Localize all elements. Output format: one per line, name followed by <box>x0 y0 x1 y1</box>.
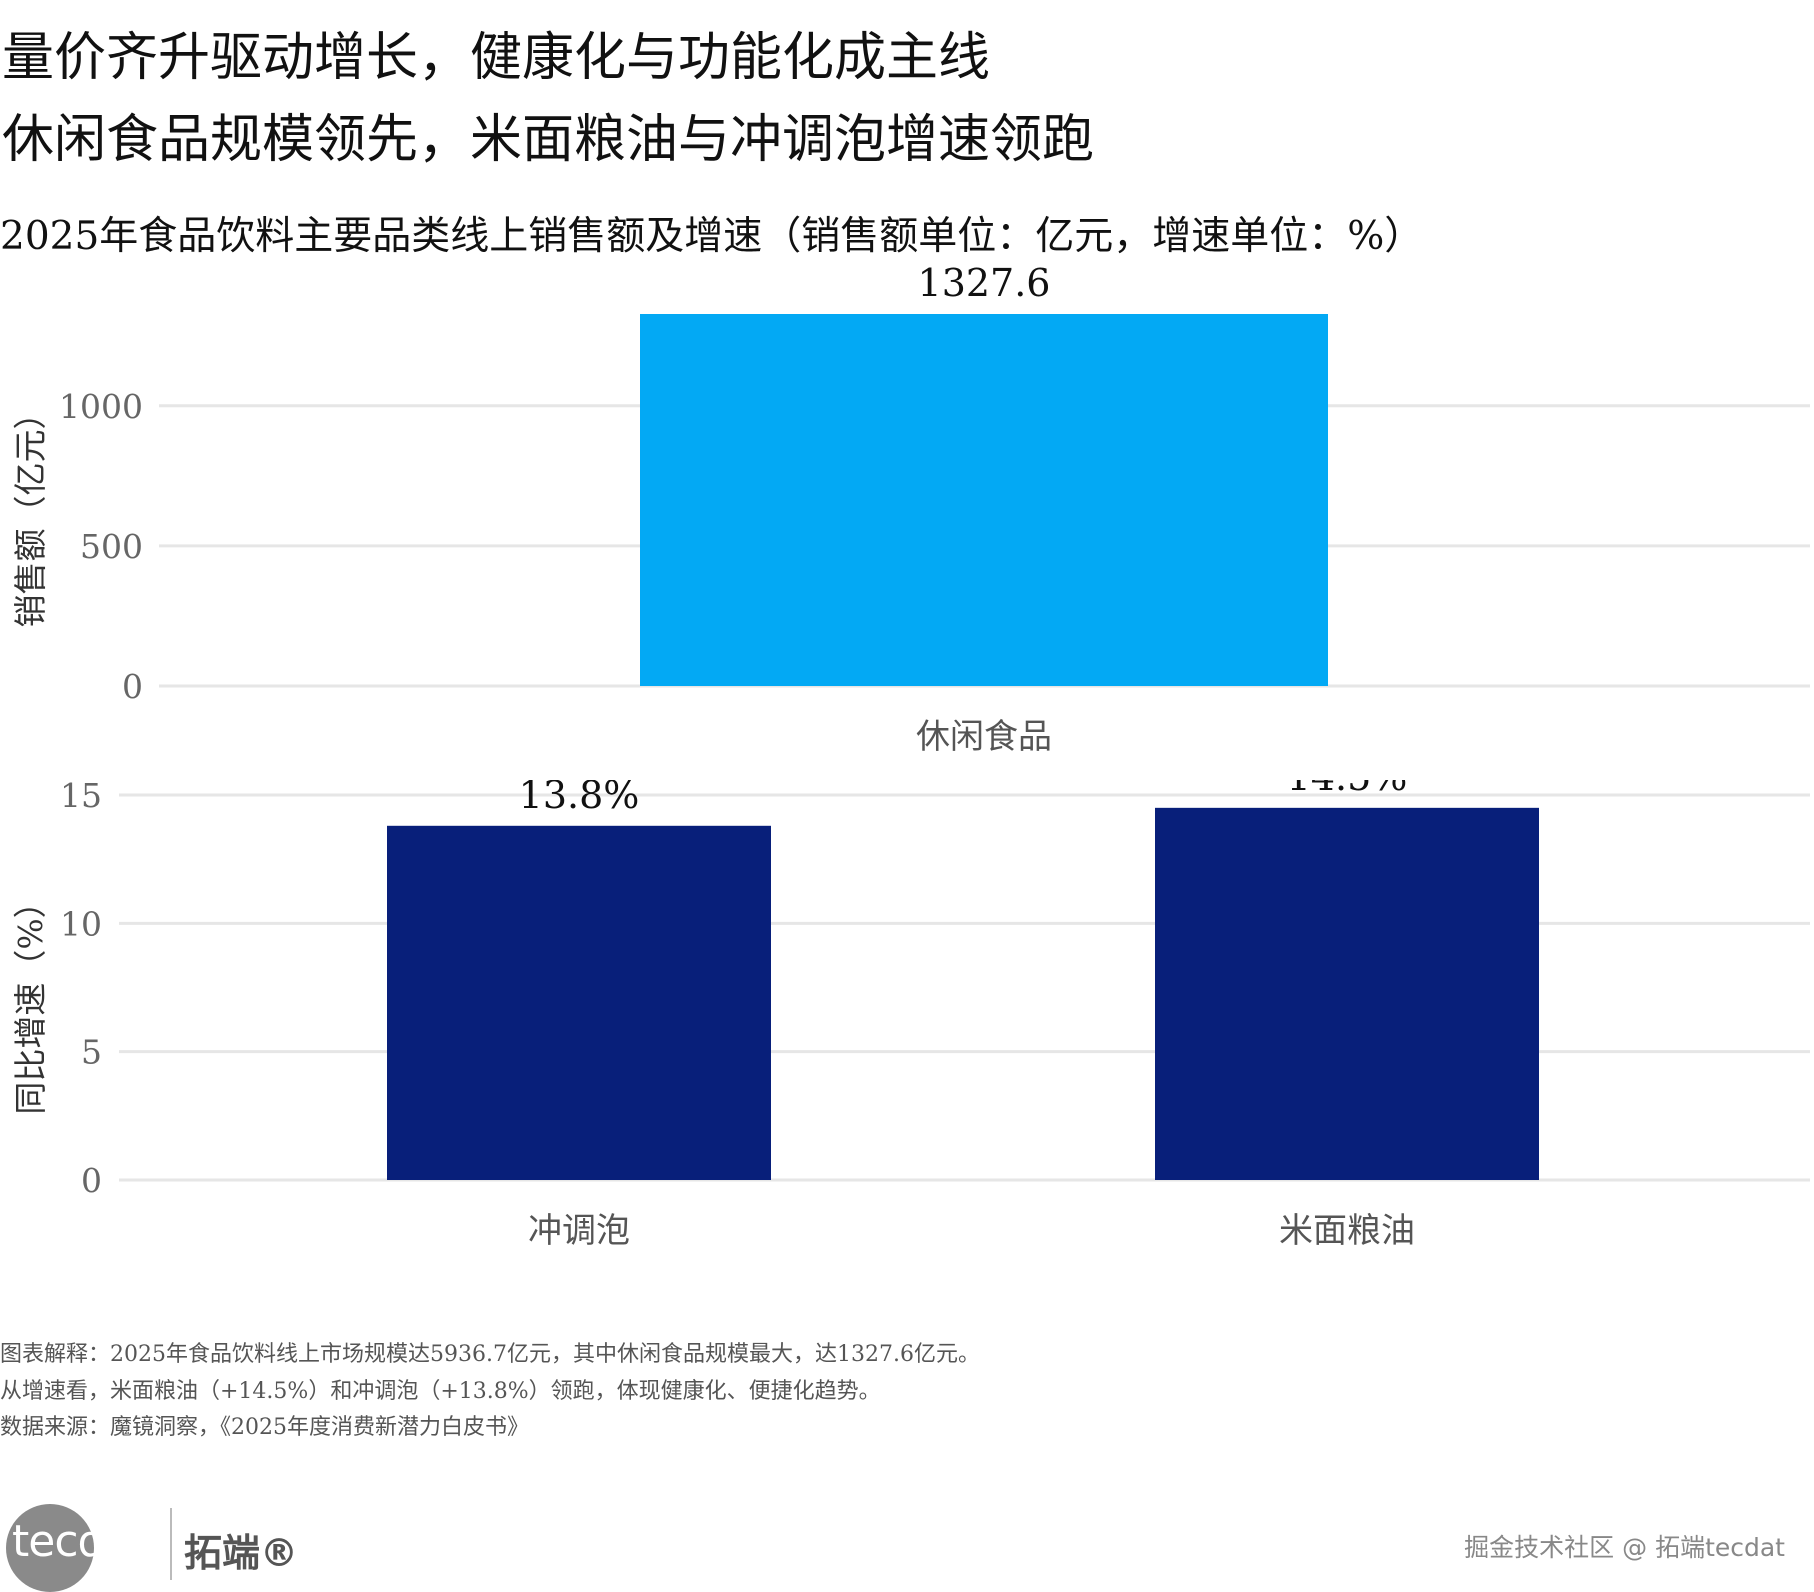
bar-冲调泡 <box>387 825 771 1180</box>
logo-cn: 拓端® <box>184 1531 299 1575</box>
tecdat-logo: tecdat 拓端® <box>6 1500 306 1592</box>
x-tick-label: 休闲食品 <box>916 717 1052 757</box>
y-tick-label: 1000 <box>59 387 143 426</box>
y-tick-label: 5 <box>81 1033 102 1072</box>
title-line-1: 量价齐升驱动增长，健康化与功能化成主线 <box>2 28 991 88</box>
bar-休闲食品 <box>640 314 1328 686</box>
growth-chart: 0 5 10 15 13.8% 冲调泡 14.5% 米面粮油 同比增速（%） <box>11 780 1810 1251</box>
y-tick-label: 0 <box>122 667 143 706</box>
y-axis-title: 同比增速（%） <box>11 885 50 1114</box>
note-growth: 从增速看，米面粮油（+14.5%）和冲调泡（+13.8%）领跑，体现健康化、便捷… <box>0 1379 881 1404</box>
y-tick-label: 500 <box>80 527 143 566</box>
value-label: 13.8% <box>519 780 640 817</box>
watermark: 掘金技术社区 @ 拓端tecdat <box>1464 1533 1785 1562</box>
y-tick-label: 10 <box>60 904 102 943</box>
value-label: 1327.6 <box>918 261 1051 305</box>
sales-chart: 0 500 1000 1327.6 休闲食品 销售额（亿元） <box>11 261 1810 757</box>
y-tick-label: 15 <box>60 780 102 815</box>
title-line-2: 休闲食品规模领先，米面粮油与冲调泡增速领跑 <box>2 110 1095 170</box>
x-tick-label: 冲调泡 <box>528 1211 630 1251</box>
logo-text: tecdat <box>12 1516 148 1567</box>
y-tick-label: 0 <box>81 1161 102 1200</box>
logo-divider <box>170 1508 172 1580</box>
x-tick-label: 米面粮油 <box>1279 1211 1415 1251</box>
logo-circle-icon <box>6 1504 94 1592</box>
bar-米面粮油 <box>1155 807 1539 1180</box>
y-axis-title: 销售额（亿元） <box>11 397 50 628</box>
value-label: 14.5% <box>1287 780 1408 799</box>
note-explanation: 图表解释：2025年食品饮料线上市场规模达5936.7亿元，其中休闲食品规模最大… <box>0 1342 980 1367</box>
chart-subtitle: 2025年食品饮料主要品类线上销售额及增速（销售额单位：亿元，增速单位：%） <box>0 214 1424 259</box>
note-source: 数据来源：魔镜洞察，《2025年度消费新潜力白皮书》 <box>0 1415 529 1440</box>
